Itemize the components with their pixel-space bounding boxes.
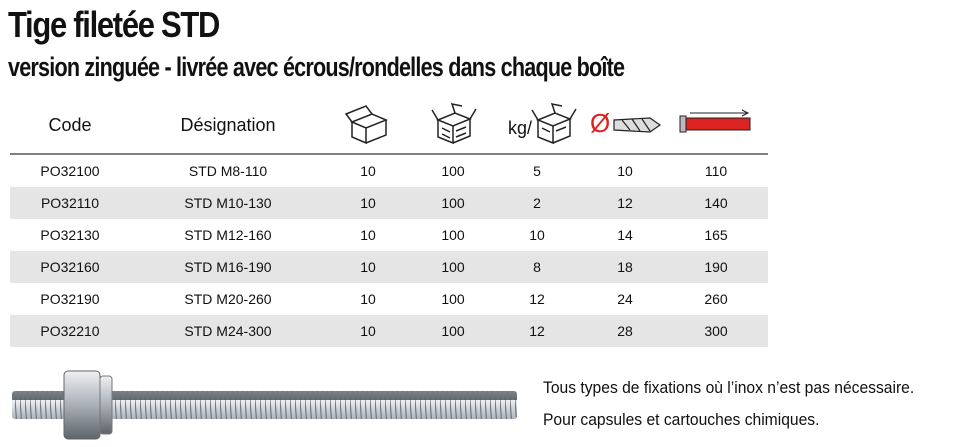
- drill-icon: [613, 117, 662, 133]
- table-cell: 2: [533, 195, 541, 211]
- carton-icon: [431, 103, 477, 145]
- title: Tige filetée STD: [8, 4, 220, 45]
- table-cell: STD M12-160: [184, 227, 272, 243]
- table-row: PO32190 STD M20-260 10 100 12 24 260: [10, 283, 768, 315]
- table-cell: 260: [704, 291, 728, 307]
- table-cell: 12: [529, 323, 545, 339]
- table-cell: 300: [704, 323, 728, 339]
- table-cell: PO32110: [40, 195, 100, 211]
- table-cell: 14: [617, 227, 633, 243]
- table-cell: 10: [617, 163, 633, 179]
- table-cell: 100: [441, 323, 465, 339]
- column-header: kg/: [507, 118, 533, 138]
- subtitle: version zinguée - livrée avec écrous/ron…: [8, 52, 625, 82]
- table-cell: STD M8-110: [188, 163, 268, 179]
- threaded-rod: [12, 370, 517, 440]
- table-cell: 10: [360, 195, 376, 211]
- table-cell: STD M16-190: [184, 259, 272, 275]
- table-cell: 10: [360, 227, 376, 243]
- rod-icon: [679, 109, 751, 133]
- table-cell: STD M24-300: [184, 323, 272, 339]
- carton-icon: [531, 103, 577, 145]
- table-cell: PO32130: [40, 227, 100, 243]
- table-cell: 10: [360, 259, 376, 275]
- column-header: Code: [48, 115, 92, 135]
- table-cell: 110: [704, 163, 728, 179]
- table-cell: 10: [529, 227, 545, 243]
- table-cell: 12: [529, 291, 545, 307]
- table-cell: 8: [533, 259, 541, 275]
- table-cell: 28: [617, 323, 633, 339]
- table-cell: 140: [704, 195, 728, 211]
- table-cell: 10: [360, 163, 376, 179]
- table-row: PO32110 STD M10-130 10 100 2 12 140: [10, 187, 768, 219]
- table-cell: 100: [441, 227, 465, 243]
- table-cell: 165: [704, 227, 728, 243]
- table-cell: PO32210: [40, 323, 100, 339]
- table-cell: PO32100: [40, 163, 100, 179]
- diameter-symbol: Ø: [590, 108, 611, 138]
- table-cell: 100: [441, 259, 465, 275]
- table-cell: PO32160: [40, 259, 100, 275]
- table-cell: 18: [617, 259, 633, 275]
- table-cell: 24: [617, 291, 633, 307]
- column-header: Désignation: [180, 115, 276, 135]
- table-cell: 5: [533, 163, 541, 179]
- table-cell: PO32190: [40, 291, 100, 307]
- table-cell: 190: [704, 259, 728, 275]
- box-icon: [344, 105, 388, 145]
- table-cell: STD M20-260: [184, 291, 272, 307]
- table-cell: 100: [441, 195, 465, 211]
- table-row: PO32100 STD M8-110 10 100 5 10 110: [10, 155, 768, 187]
- table-row: PO32160 STD M16-190 10 100 8 18 190: [10, 251, 768, 283]
- table-row: PO32130 STD M12-160 10 100 10 14 165: [10, 219, 768, 251]
- table-cell: 100: [441, 163, 465, 179]
- note: Pour capsules et cartouches chimiques.: [543, 410, 820, 429]
- table-cell: 100: [441, 291, 465, 307]
- table-cell: 10: [360, 291, 376, 307]
- note: Tous types de fixations où l’inox n’est …: [543, 378, 915, 397]
- table-row: PO32210 STD M24-300 10 100 12 28 300: [10, 315, 768, 347]
- table-cell: 10: [360, 323, 376, 339]
- table-cell: 12: [617, 195, 633, 211]
- table-cell: STD M10-130: [184, 195, 272, 211]
